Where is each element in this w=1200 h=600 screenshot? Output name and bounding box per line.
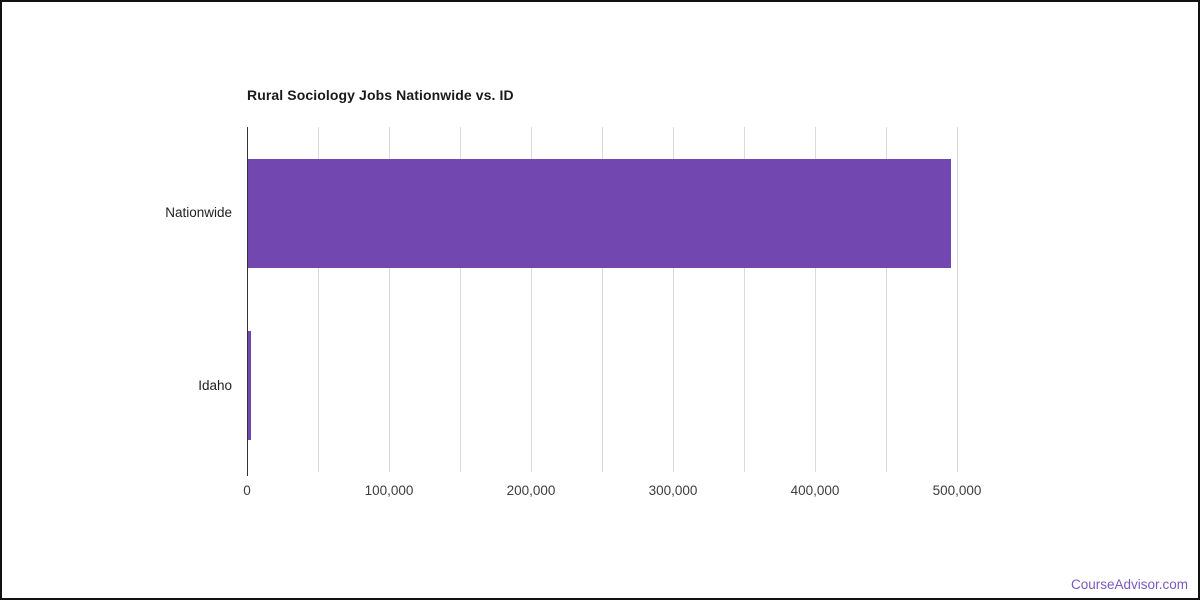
x-tick-label: 400,000 — [790, 483, 840, 498]
gridline — [815, 127, 816, 472]
category-label-idaho: Idaho — [198, 377, 232, 393]
gridline — [531, 127, 532, 472]
plot-area — [247, 127, 958, 476]
courseadvisor-watermark-link[interactable]: CourseAdvisor.com — [1070, 577, 1188, 592]
gridline — [957, 127, 958, 472]
x-tick-label: 100,000 — [364, 483, 414, 498]
x-tick-label: 500,000 — [932, 483, 982, 498]
bar-nationwide[interactable] — [248, 158, 951, 268]
gridline — [886, 127, 887, 472]
gridline — [673, 127, 674, 472]
gridline — [460, 127, 461, 472]
gridline — [602, 127, 603, 472]
x-tick-label: 200,000 — [506, 483, 556, 498]
gridline — [318, 127, 319, 472]
gridline — [744, 127, 745, 472]
gridline — [389, 127, 390, 472]
chart-title: Rural Sociology Jobs Nationwide vs. ID — [247, 87, 514, 103]
bar-idaho[interactable] — [248, 331, 251, 441]
y-axis-baseline — [247, 127, 248, 476]
x-tick-label: 0 — [243, 483, 251, 498]
x-tick-label: 300,000 — [648, 483, 698, 498]
category-label-nationwide: Nationwide — [165, 205, 232, 221]
